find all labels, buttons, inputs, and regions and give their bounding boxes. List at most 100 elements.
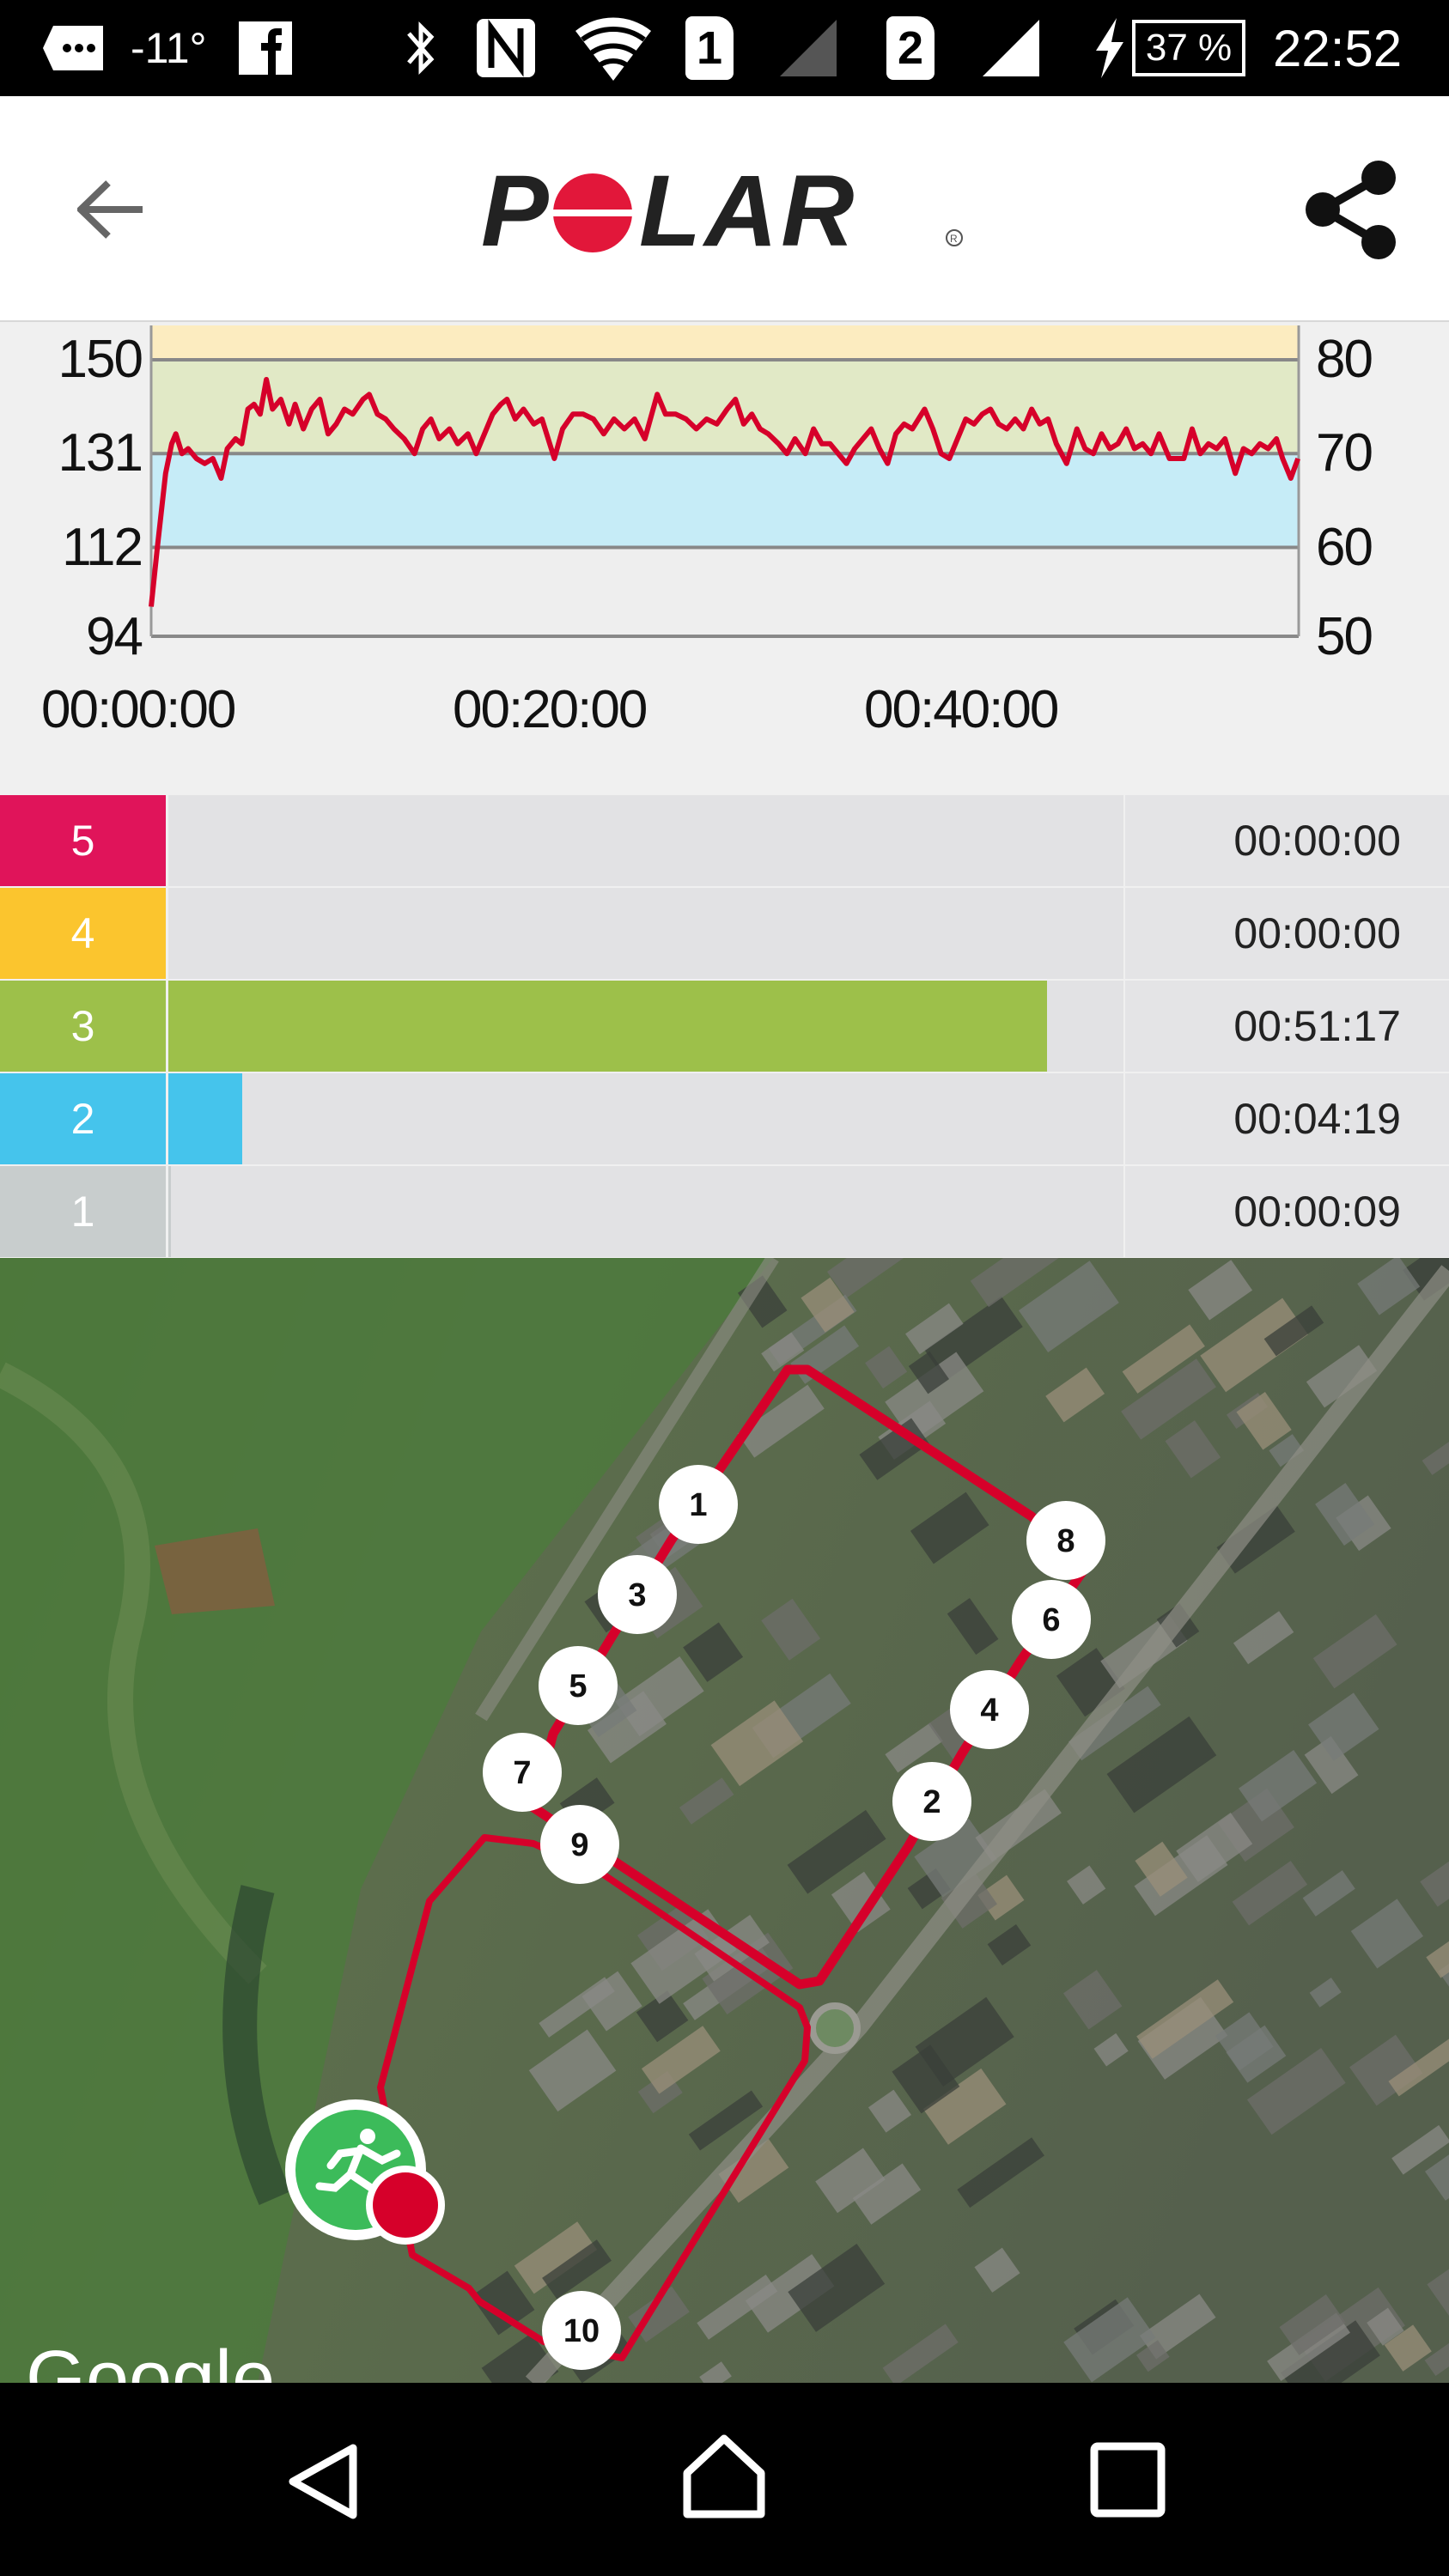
map-building [1302,1870,1355,1917]
map-building [1135,2340,1170,2372]
map-building [718,2139,789,2203]
map-building [481,2332,559,2383]
map-building [1239,1749,1318,1822]
nav-back-button[interactable] [279,2434,374,2529]
lap-marker-circle[interactable] [659,1465,738,1544]
route-map[interactable]: 1 2 3 4 5 6 7 8 9 10 Google [0,1258,1449,2383]
map-building [1067,1865,1106,1905]
lap-marker-label: 7 [513,1755,531,1791]
map-building [699,2361,732,2383]
right-tick: 70 [1316,423,1373,483]
map-building [1388,2025,1449,2097]
lap-marker[interactable]: 2 [892,1762,971,1841]
map-building [922,2068,1007,2145]
map-building [1306,1345,1378,1408]
nav-home-button[interactable] [677,2430,771,2524]
map-building [528,2029,617,2112]
map-building [688,2090,764,2151]
zone-row: 5 00:00:00 [0,795,1449,886]
nav-recents-button[interactable] [1081,2433,1175,2527]
map-building [801,1277,855,1333]
route-line [377,1834,811,2361]
lap-marker-circle[interactable] [483,1733,562,1812]
lap-marker-circle[interactable] [950,1670,1029,1749]
zone-track [168,888,1123,979]
sim1-icon: 1 [685,0,734,96]
map-building [1281,2320,1380,2383]
map-building [1136,1979,1234,2059]
nav-recents-icon [1090,2442,1166,2518]
map-building [1427,2264,1449,2319]
map-building [761,1598,821,1661]
zone-time: 00:00:09 [1125,1166,1449,1257]
lap-marker[interactable]: 5 [539,1646,618,1725]
lap-marker-circle[interactable] [540,1805,619,1884]
map-building [1045,1367,1105,1423]
map-building [1062,1970,1123,2030]
zone-track [168,1166,1123,1257]
map-building [1269,1434,1305,1467]
zone-row: 4 00:00:00 [0,888,1449,979]
map-building [865,1346,908,1389]
zone-track [168,1073,1123,1164]
lap-marker-circle[interactable] [1026,1501,1105,1580]
back-button[interactable] [69,167,155,252]
map-building [1063,2297,1156,2383]
map-building [1357,1258,1421,1315]
google-attribution: Google [26,2336,275,2383]
left-tick: 94 [86,607,143,666]
map-building [908,1351,950,1394]
satellite-map[interactable]: 1 2 3 4 5 6 7 8 9 10 Google [0,1258,1449,2383]
lap-marker[interactable]: 10 [542,2291,621,2370]
lap-marker-label: 2 [922,1784,941,1820]
zone-band [151,325,1299,360]
start-marker[interactable] [285,2099,445,2245]
map-building [1422,1440,1449,1475]
map-building [868,2089,912,2133]
heart-rate-line [149,377,1301,607]
map-building [987,1923,1032,1965]
map-building [1263,1305,1324,1357]
map-building [1233,1611,1294,1665]
zone-time: 00:04:19 [1125,1073,1449,1164]
lap-marker[interactable]: 8 [1026,1501,1105,1580]
svg-text:P: P [481,165,549,259]
heart-rate-chart: 150 131 112 94 80 70 60 50 00:00:00 00:2… [0,323,1449,795]
lap-marker[interactable]: 9 [540,1805,619,1884]
polar-logo: P LAR R [481,155,979,268]
lap-marker[interactable]: 6 [1012,1580,1091,1659]
map-building [1425,2129,1449,2201]
map-building [737,1384,825,1458]
share-button[interactable] [1297,156,1404,264]
lap-marker-circle[interactable] [542,2291,621,2370]
map-building [630,1909,737,2004]
lap-marker-circle[interactable] [892,1762,971,1841]
lap-marker-circle[interactable] [1012,1580,1091,1659]
left-tick: 150 [58,330,143,389]
lap-marker[interactable]: 4 [950,1670,1029,1749]
lap-marker-label: 6 [1042,1602,1060,1638]
zone-band [151,453,1299,548]
arrow-left-icon [77,180,143,239]
map-building [1424,2333,1449,2377]
lap-marker[interactable]: 7 [483,1733,562,1812]
zone-bar [168,1166,171,1257]
lap-marker[interactable]: 3 [598,1555,677,1634]
map-building [1106,1716,1217,1814]
map-building [910,1492,989,1564]
lap-marker-label: 9 [570,1827,588,1863]
lap-marker-circle[interactable] [598,1555,677,1634]
nfc-icon [474,0,538,96]
zone-band [151,360,1299,454]
map-building [1350,1899,1424,1969]
lap-marker[interactable]: 1 [659,1465,738,1544]
x-tick: 00:40:00 [864,680,1059,739]
map-building [1279,2294,1346,2355]
x-tick: 00:00:00 [41,680,236,739]
left-tick: 112 [62,518,143,577]
map-building [697,2274,778,2340]
status-bar: -11° 1 2 37 % 22:52 [0,0,1449,96]
lap-marker-circle[interactable] [539,1646,618,1725]
zone-band [151,547,1299,636]
map-building [1135,1841,1188,1897]
